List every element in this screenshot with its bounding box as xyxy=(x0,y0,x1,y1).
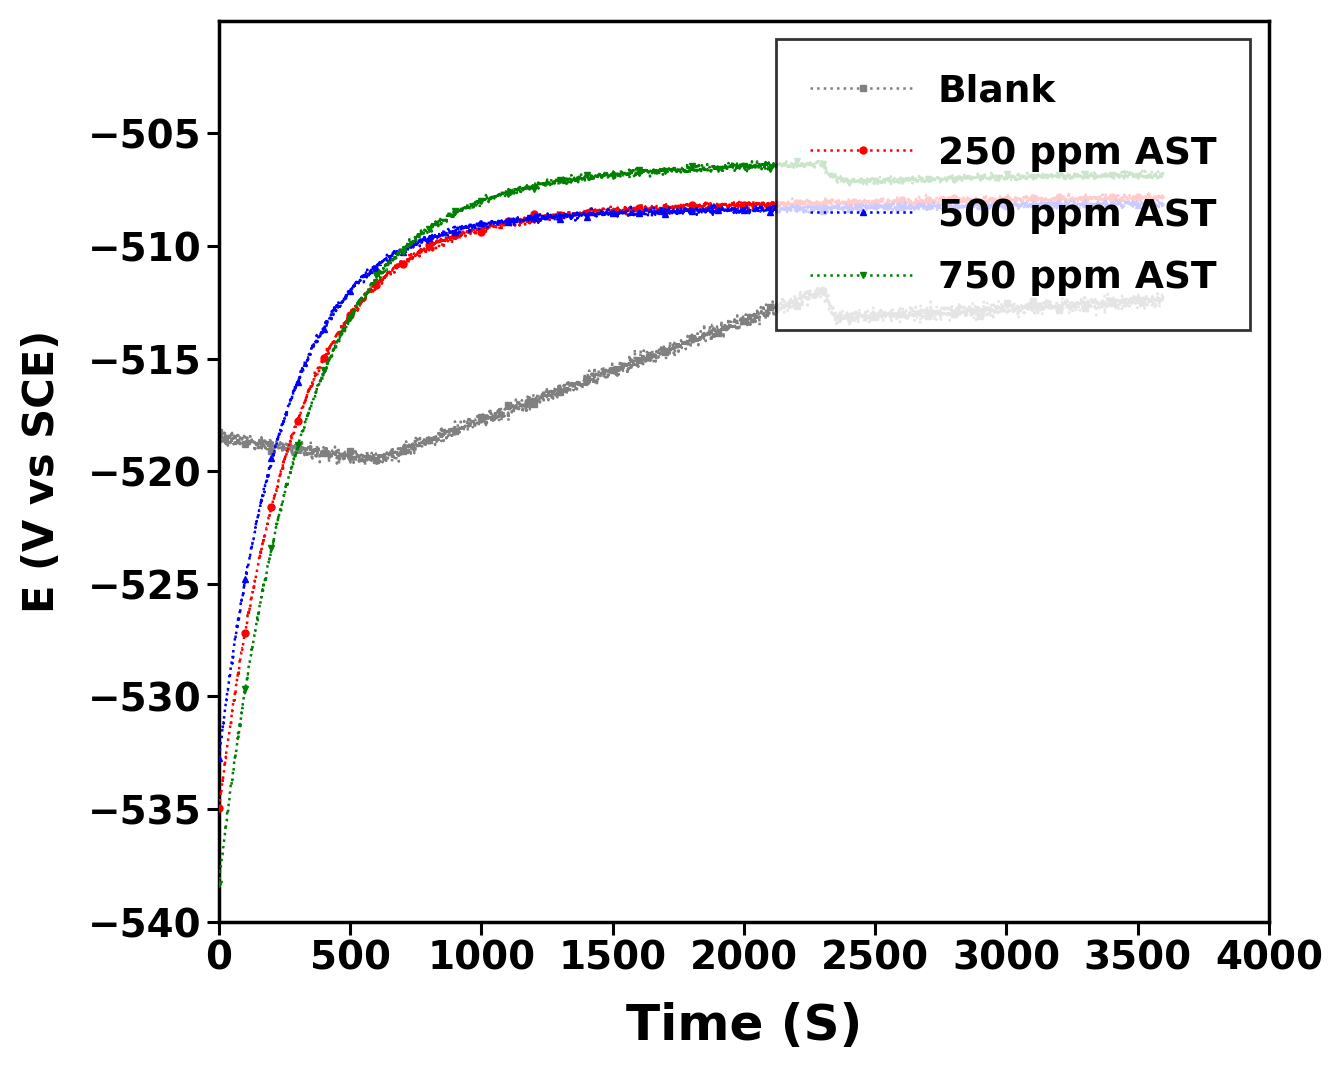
Blank xyxy=(1066,300,1082,313)
750 ppm AST xyxy=(474,193,490,206)
500 ppm AST xyxy=(474,216,490,229)
750 ppm AST xyxy=(1155,167,1171,180)
750 ppm AST xyxy=(211,877,227,890)
500 ppm AST xyxy=(798,201,814,214)
Line: 500 ppm AST: 500 ppm AST xyxy=(215,196,1167,761)
Blank xyxy=(475,416,492,428)
250 ppm AST xyxy=(474,225,490,238)
250 ppm AST xyxy=(1065,191,1081,203)
Blank xyxy=(414,437,430,450)
Line: Blank: Blank xyxy=(215,282,1167,470)
750 ppm AST xyxy=(782,161,798,174)
500 ppm AST xyxy=(211,751,227,764)
750 ppm AST xyxy=(798,159,814,171)
750 ppm AST xyxy=(1155,170,1171,183)
250 ppm AST xyxy=(414,246,430,259)
Blank xyxy=(1155,292,1171,305)
Line: 250 ppm AST: 250 ppm AST xyxy=(215,190,1167,812)
250 ppm AST xyxy=(1155,192,1171,205)
250 ppm AST xyxy=(798,198,814,211)
Line: 750 ppm AST: 750 ppm AST xyxy=(215,155,1167,888)
Legend: Blank, 250 ppm AST, 500 ppm AST, 750 ppm AST: Blank, 250 ppm AST, 500 ppm AST, 750 ppm… xyxy=(776,40,1249,330)
750 ppm AST xyxy=(1066,171,1082,184)
250 ppm AST xyxy=(1155,190,1171,202)
750 ppm AST xyxy=(810,152,826,165)
Blank xyxy=(810,280,826,292)
250 ppm AST xyxy=(211,802,227,815)
Blank xyxy=(799,287,815,300)
500 ppm AST xyxy=(1155,196,1171,209)
250 ppm AST xyxy=(782,195,798,208)
750 ppm AST xyxy=(414,228,430,241)
Blank xyxy=(1155,290,1171,303)
Blank xyxy=(369,459,385,472)
Y-axis label: E (V vs SCE): E (V vs SCE) xyxy=(21,330,63,613)
500 ppm AST xyxy=(1065,198,1081,211)
500 ppm AST xyxy=(1155,198,1171,211)
500 ppm AST xyxy=(1144,193,1160,206)
Blank xyxy=(211,425,227,438)
250 ppm AST xyxy=(1140,186,1156,199)
500 ppm AST xyxy=(782,202,798,215)
X-axis label: Time (S): Time (S) xyxy=(626,1002,862,1051)
Blank xyxy=(782,299,798,312)
500 ppm AST xyxy=(414,232,430,245)
